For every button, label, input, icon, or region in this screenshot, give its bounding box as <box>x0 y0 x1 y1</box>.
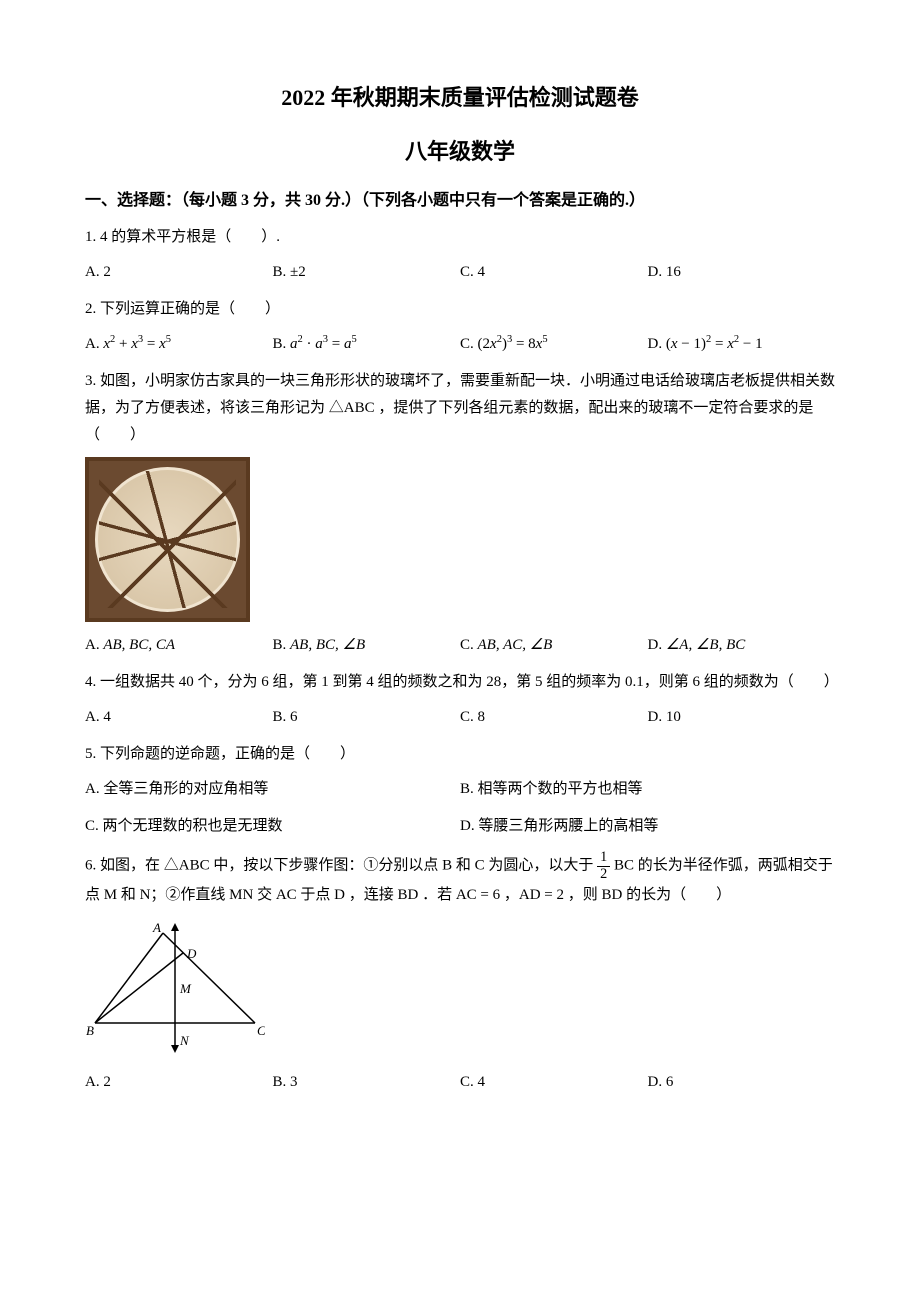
option-5d: D. 等腰三角形两腰上的高相等 <box>460 813 835 840</box>
option-2c: C. (2x2)3 = 8x5 <box>460 331 648 358</box>
option-3c: C. AB, AC, ∠B <box>460 632 648 659</box>
option-1c: C. 4 <box>460 259 648 286</box>
question-1: 1. 4 的算术平方根是（ ）. A. 2 B. ±2 C. 4 D. 16 <box>85 224 835 286</box>
option-label: C. <box>460 336 478 352</box>
option-label: D. <box>648 336 666 352</box>
fraction-num: 1 <box>597 850 610 867</box>
question-2: 2. 下列运算正确的是（ ） A. x2 + x3 = x5 B. a2 · a… <box>85 296 835 358</box>
question-5-options-row1: A. 全等三角形的对应角相等 B. 相等两个数的平方也相等 <box>85 776 835 803</box>
option-value: AB, BC, CA <box>103 637 175 653</box>
label-N: N <box>179 1033 190 1048</box>
question-1-text: 1. 4 的算术平方根是（ ）. <box>85 224 835 251</box>
option-6d: D. 6 <box>648 1069 836 1096</box>
option-5b: B. 相等两个数的平方也相等 <box>460 776 835 803</box>
option-4d: D. 10 <box>648 704 836 731</box>
option-label: C. <box>460 637 478 653</box>
question-2-text: 2. 下列运算正确的是（ ） <box>85 296 835 323</box>
option-3d: D. ∠A, ∠B, BC <box>648 632 836 659</box>
question-3: 3. 如图，小明家仿古家具的一块三角形形状的玻璃坏了，需要重新配一块．小明通过电… <box>85 368 835 659</box>
option-label: B. <box>273 336 291 352</box>
text-fragment: 6. 如图，在 △ABC 中，按以下步骤作图：①分别以点 B 和 C 为圆心，以… <box>85 858 597 874</box>
option-2d: D. (x − 1)2 = x2 − 1 <box>648 331 836 358</box>
fraction-one-half: 12 <box>597 850 610 882</box>
option-3b: B. AB, BC, ∠B <box>273 632 461 659</box>
fraction-den: 2 <box>597 867 610 883</box>
option-4a: A. 4 <box>85 704 273 731</box>
label-A: A <box>152 923 161 935</box>
page-title: 2022 年秋期期末质量评估检测试题卷 <box>85 78 835 118</box>
option-2a: A. x2 + x3 = x5 <box>85 331 273 358</box>
label-M: M <box>179 981 192 996</box>
question-6-options: A. 2 B. 3 C. 4 D. 6 <box>85 1069 835 1096</box>
option-1b: B. ±2 <box>273 259 461 286</box>
option-6b: B. 3 <box>273 1069 461 1096</box>
question-3-text: 3. 如图，小明家仿古家具的一块三角形形状的玻璃坏了，需要重新配一块．小明通过电… <box>85 368 835 449</box>
question-2-options: A. x2 + x3 = x5 B. a2 · a3 = a5 C. (2x2)… <box>85 331 835 358</box>
question-3-options: A. AB, BC, CA B. AB, BC, ∠B C. AB, AC, ∠… <box>85 632 835 659</box>
question-5-text: 5. 下列命题的逆命题，正确的是（ ） <box>85 741 835 768</box>
option-label: A. <box>85 637 103 653</box>
option-3a: A. AB, BC, CA <box>85 632 273 659</box>
geometric-construction-figure: A D B C M N <box>85 923 265 1053</box>
label-C: C <box>257 1023 265 1038</box>
option-5c: C. 两个无理数的积也是无理数 <box>85 813 460 840</box>
option-4c: C. 8 <box>460 704 648 731</box>
question-6-text: 6. 如图，在 △ABC 中，按以下步骤作图：①分别以点 B 和 C 为圆心，以… <box>85 850 835 909</box>
option-1a: A. 2 <box>85 259 273 286</box>
option-1d: D. 16 <box>648 259 836 286</box>
option-2b: B. a2 · a3 = a5 <box>273 331 461 358</box>
question-4-text: 4. 一组数据共 40 个，分为 6 组，第 1 到第 4 组的频数之和为 28… <box>85 669 835 696</box>
question-5: 5. 下列命题的逆命题，正确的是（ ） A. 全等三角形的对应角相等 B. 相等… <box>85 741 835 840</box>
decorative-furniture-image <box>85 457 250 622</box>
question-5-options-row2: C. 两个无理数的积也是无理数 D. 等腰三角形两腰上的高相等 <box>85 813 835 840</box>
option-label: A. <box>85 336 103 352</box>
label-D: D <box>186 946 197 961</box>
option-6a: A. 2 <box>85 1069 273 1096</box>
option-value: AB, BC, ∠B <box>290 637 365 653</box>
question-4: 4. 一组数据共 40 个，分为 6 组，第 1 到第 4 组的频数之和为 28… <box>85 669 835 731</box>
question-1-options: A. 2 B. ±2 C. 4 D. 16 <box>85 259 835 286</box>
option-value: ∠A, ∠B, BC <box>666 637 745 653</box>
section-heading: 一、选择题：（每小题 3 分，共 30 分.）（下列各小题中只有一个答案是正确的… <box>85 187 835 216</box>
question-4-options: A. 4 B. 6 C. 8 D. 10 <box>85 704 835 731</box>
option-5a: A. 全等三角形的对应角相等 <box>85 776 460 803</box>
option-value: AB, AC, ∠B <box>478 637 553 653</box>
math-expr: x <box>103 336 110 352</box>
option-label: D. <box>648 637 666 653</box>
option-4b: B. 6 <box>273 704 461 731</box>
label-B: B <box>86 1023 94 1038</box>
question-6: 6. 如图，在 △ABC 中，按以下步骤作图：①分别以点 B 和 C 为圆心，以… <box>85 850 835 1096</box>
option-6c: C. 4 <box>460 1069 648 1096</box>
page-subtitle: 八年级数学 <box>85 132 835 172</box>
option-label: B. <box>273 637 291 653</box>
